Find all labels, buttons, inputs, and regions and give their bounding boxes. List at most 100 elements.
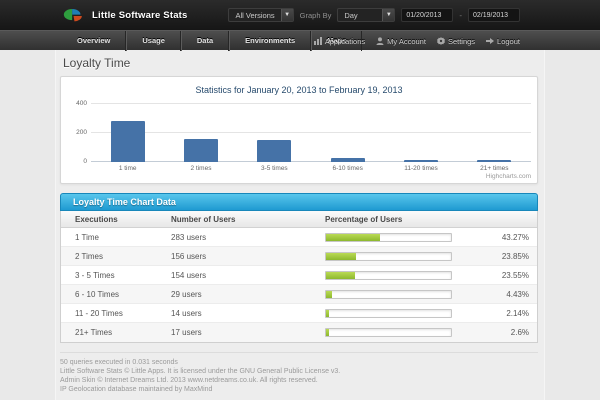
cell-percentage: 4.43% [325,289,537,299]
bar-slot: 6-10 times [311,104,384,172]
cell-executions: 6 - 10 Times [75,289,120,299]
chart-bar-1-time[interactable] [110,121,145,162]
progress-bar-track [325,328,452,337]
cell-percentage: 23.55% [325,270,537,280]
col-header-number-of-users: Number of Users [171,214,236,224]
date-from-input[interactable] [401,8,454,22]
x-tick-label: 2 times [190,165,212,172]
table-row: 21+ Times 17 users 2.6% [61,323,537,342]
cell-percentage: 23.85% [325,251,537,261]
chart-bar-11-20-times[interactable] [403,160,438,162]
date-range-separator: - [459,10,462,20]
table-row: 3 - 5 Times 154 users 23.55% [61,266,537,285]
chart-title: Statistics for January 20, 2013 to Febru… [195,85,403,95]
gridline-400 [91,103,531,104]
percentage-value: 23.55% [501,270,529,280]
gridline-200 [91,132,531,133]
app-title: Little Software Stats [92,9,188,21]
footer-line: Little Software Stats © Little Apps. It … [60,368,341,375]
percentage-value: 23.85% [501,251,529,261]
cell-users: 14 users [171,308,202,318]
chart-bar-21+-times[interactable] [477,160,512,162]
page-footer: 50 queries executed in 0.031 seconds Litt… [60,352,538,394]
gear-icon [436,37,445,45]
main-nav: Overview Usage Data Environments Maps Applic… [0,30,600,51]
bar-slot: 2 times [164,104,237,172]
table-row: 1 Time 283 users 43.27% [61,228,537,247]
progress-bar-fill [326,252,356,260]
table-body: 1 Time 283 users 43.27% 2 Times 156 users 23.… [61,228,537,342]
loyalty-data-table: Executions Number of Users Percentage of… [60,211,538,343]
progress-bar-fill [326,271,356,279]
nav-item-maps[interactable]: Maps [311,31,363,51]
chart-watermark: Highcharts.com [485,173,531,180]
page-title: Loyalty Time [63,56,131,70]
nav-item-data[interactable]: Data [180,31,230,51]
graph-by-select-value: Day [344,10,358,20]
chart-bar-2-times[interactable] [183,139,218,162]
x-tick-label: 3-5 times [260,165,288,172]
cell-users: 156 users [171,251,207,261]
progress-bar-fill [326,329,330,336]
chart-bar-6-10-times[interactable] [330,158,365,162]
cell-executions: 1 Time [75,232,100,242]
table-row: 6 - 10 Times 29 users 4.43% [61,285,537,304]
bar-slot: 1 time [91,104,164,172]
cell-users: 29 users [171,289,202,299]
versions-select[interactable]: All Versions ▼ [228,8,294,22]
cell-executions: 2 Times [75,251,104,261]
y-tick-label-400: 400 [76,100,87,107]
footer-line: Admin Skin © Internet Dreams Ltd. 2013 w… [60,377,318,384]
user-nav-label: Logout [497,36,520,46]
chevron-down-icon: ▼ [280,9,293,21]
bar-slot: 11-20 times [384,104,457,172]
cell-users: 283 users [171,232,207,242]
x-tick-label: 6-10 times [332,165,363,172]
cell-executions: 3 - 5 Times [75,270,115,280]
x-tick-label: 11-20 times [404,165,438,172]
progress-bar-track [325,289,452,299]
progress-bar-fill [326,309,329,317]
user-nav-settings[interactable]: Settings [436,36,476,46]
nav-item-usage[interactable]: Usage [126,31,181,51]
table-row: 2 Times 156 users 23.85% [61,247,537,266]
progress-bar-track [325,251,452,261]
percentage-value: 43.27% [501,232,529,242]
x-tick-label: 1 time [118,165,137,172]
filter-controls: All Versions ▼ Graph By Day ▼ - [228,8,520,22]
nav-item-overview[interactable]: Overview [62,31,127,51]
col-header-executions: Executions [75,214,118,224]
table-row: 11 - 20 Times 14 users 2.14% [61,304,537,323]
y-tick-label-200: 200 [76,129,87,136]
cell-percentage: 43.27% [325,232,537,242]
y-tick-label-0: 0 [83,158,87,165]
bar-slot: 3-5 times [238,104,311,172]
brand: Little Software Stats [62,0,188,30]
main-nav-items: Overview Usage Data Environments Maps [62,31,363,51]
versions-select-value: All Versions [235,10,275,20]
top-bar: Little Software Stats All Versions ▼ Gra… [0,0,600,30]
date-to-input[interactable] [468,8,520,22]
cell-percentage: 2.14% [325,308,537,318]
cell-users: 17 users [171,328,202,337]
user-nav-label: Settings [447,36,476,46]
user-nav-my-account[interactable]: My Account [376,37,426,46]
pie-chart-logo [62,7,86,24]
user-icon [376,37,384,45]
percentage-value: 4.43% [506,289,529,299]
user-nav-items: Applications My Account Settings Logout [313,31,520,51]
col-header-percentage-of-users: Percentage of Users [325,214,403,224]
cell-percentage: 2.6% [325,328,537,337]
footer-line: 50 queries executed in 0.031 seconds [60,359,178,366]
table-header-row: Executions Number of Users Percentage of… [61,211,537,228]
graph-by-label: Graph By [299,10,332,20]
bar-slot: 21+ times [458,104,531,172]
progress-bar-track [325,308,452,318]
loyalty-chart-panel: Statistics for January 20, 2013 to Febru… [60,76,538,184]
nav-item-environments[interactable]: Environments [229,31,312,51]
percentage-value: 2.14% [506,308,529,318]
chart-bar-3-5-times[interactable] [257,140,292,162]
user-nav-applications[interactable]: Applications [313,37,365,46]
user-nav-logout[interactable]: Logout [486,37,520,46]
graph-by-select[interactable]: Day ▼ [337,8,396,22]
